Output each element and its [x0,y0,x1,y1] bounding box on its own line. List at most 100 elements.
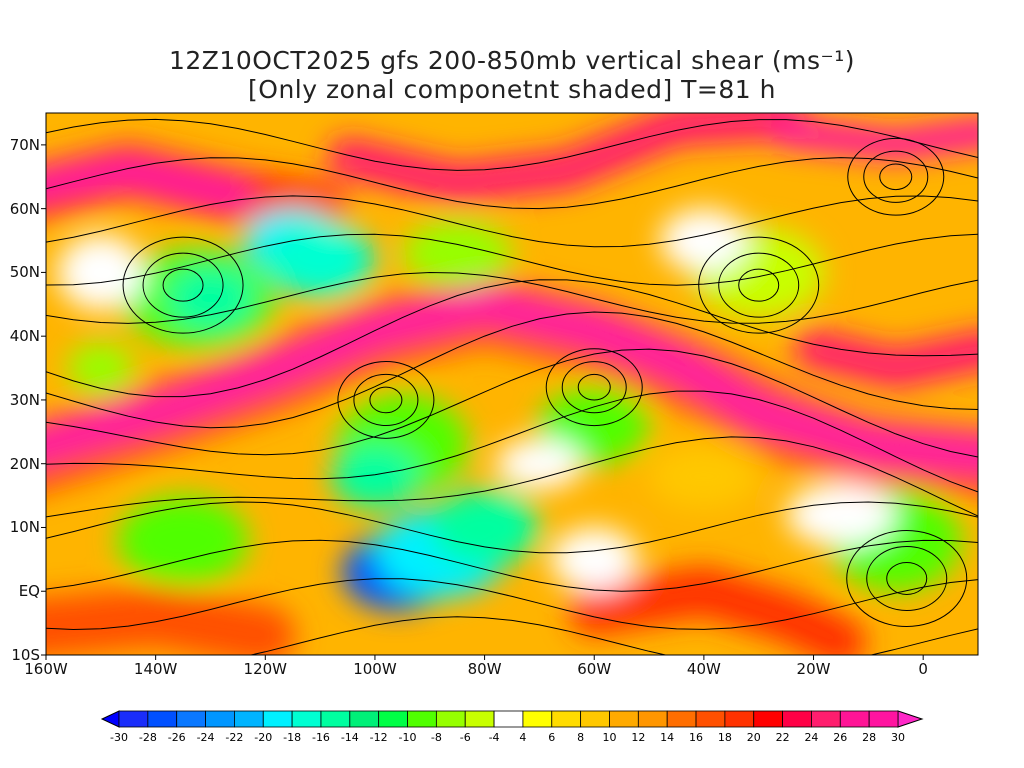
colorbar-swatch [811,710,841,728]
lon-tick-label: 80W [467,660,502,678]
lon-tick-label: 0 [918,660,928,678]
colorbar-swatch [753,710,783,728]
streamline-vortex [738,268,780,302]
streamline [46,436,978,518]
streamline [46,501,978,554]
streamline-vortex [545,348,643,427]
colorbar-swatch [609,710,639,728]
colorbar-swatch [118,710,149,728]
colorbar-swatch [320,710,351,728]
colorbar-swatch [551,710,582,728]
chart-title-line1: 12Z10OCT2025 gfs 200-850mb vertical shea… [168,46,856,75]
colorbar-label: -14 [340,731,359,744]
colorbar-label: 14 [660,731,675,744]
colorbar-label: 16 [689,731,704,744]
colorbar-label: 18 [717,731,732,744]
colorbar-label: 8 [577,731,585,744]
shear-region [495,438,584,490]
shear-region [429,489,540,566]
streamline-vortex [353,373,419,427]
streamline-vortex [863,150,929,203]
streamline [46,195,978,248]
streamline [46,348,978,458]
streamline-vortex [718,252,800,318]
streamline-vortex [886,561,928,595]
chart-title-line2: [Only zonal componetnt shaded] T=81 h [248,75,776,104]
streamline-vortex [698,236,820,334]
shear-region [660,208,748,273]
streamline [46,271,978,324]
lon-tick-label: 60W [577,660,612,678]
colorbar-over-arrow [897,710,924,728]
streamline [46,311,978,429]
colorbar-label: -12 [369,731,388,744]
colorbar-label: 26 [833,731,848,744]
streamline [46,118,978,171]
colorbar-swatch [695,710,726,728]
shear-band [569,565,866,655]
shear-region [786,482,896,547]
streamline-vortex [847,137,945,216]
colorbar-swatch [522,710,553,728]
colorbar-label: -6 [459,731,471,744]
shear-region [117,495,249,585]
colorbar-swatch [147,710,178,728]
colorbar-label: 10 [602,731,617,744]
lat-tick-label: 20N [9,454,40,473]
streamline [46,390,978,493]
colorbar-label: -8 [430,731,442,744]
shear-band [46,586,296,655]
lon-tick-label: 100W [353,660,397,678]
lat-tick-label: 10S [11,646,40,664]
colorbar-swatch [378,710,408,728]
shear-region [265,221,375,298]
colorbar-swatch [349,710,380,728]
streamline-vortex [846,529,968,627]
lat-tick-label: EQ [18,582,40,601]
streamline [46,578,978,631]
streamline-vortex [162,268,204,302]
lat-tick-label: 30N [9,390,40,409]
colorbar-swatch [234,710,264,728]
colorbar-label: -20 [254,731,273,744]
streamline [46,279,978,398]
streamline-vortex [337,361,435,439]
colorbar [100,710,924,728]
streamline-vortex [122,236,244,334]
colorbar-under-arrow [100,710,120,728]
colorbar-label: 22 [775,731,790,744]
colorbar-swatch [435,710,466,728]
lat-tick-label: 70N [9,135,40,154]
shear-region [67,342,134,394]
shear-region [166,266,255,330]
lon-tick-label: 20W [796,660,831,678]
colorbar-label: 12 [631,731,646,744]
shear-band [46,154,254,212]
lat-tick-label: 50N [9,263,40,282]
shear-region [402,221,512,286]
colorbar-swatch [262,710,293,728]
shear-region [331,444,419,509]
colorbar-swatch [637,710,668,728]
streamline-vortex [866,545,948,611]
shear-region [550,527,639,592]
colorbar-label: -24 [196,731,215,744]
streamline-vortex [142,252,224,318]
colorbar-label: 4 [519,731,527,744]
streamline-vortex [561,361,627,414]
colorbar-label: 30 [891,731,905,744]
colorbar-swatch [782,710,812,728]
streamline [46,539,978,592]
streamline-vortex [879,163,913,191]
lon-tick-label: 120W [243,660,288,678]
streamline-vortex [577,373,611,401]
lat-tick-label: 60N [9,199,40,218]
colorbar-label: -16 [311,731,330,744]
shear-region [56,234,145,311]
colorbar-swatch [839,710,870,728]
colorbar-label: -28 [138,731,157,744]
colorbar-swatch [580,710,610,728]
colorbar-label: -18 [283,731,302,744]
streamline-vortex [369,386,403,414]
colorbar-swatch [291,710,322,728]
